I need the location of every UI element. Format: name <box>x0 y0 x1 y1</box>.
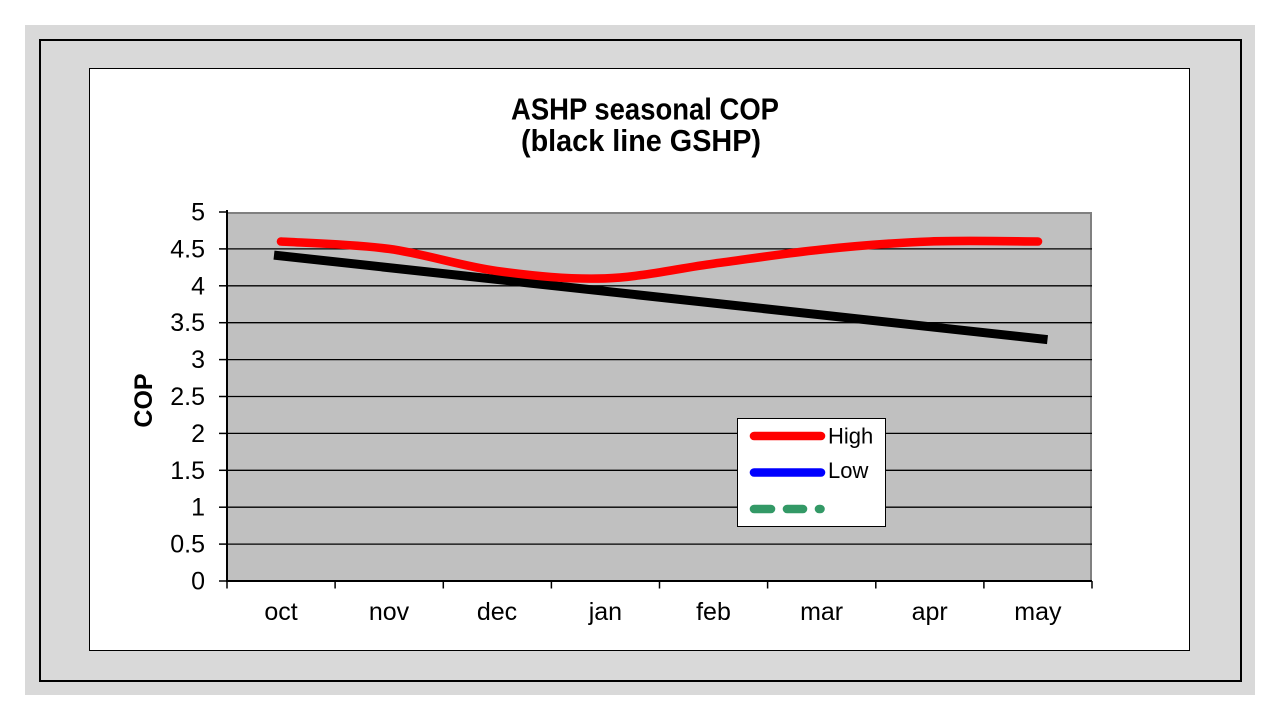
svg-text:feb: feb <box>696 598 731 626</box>
svg-text:3.5: 3.5 <box>170 309 205 337</box>
svg-text:(black line GSHP): (black line GSHP) <box>521 123 761 158</box>
svg-text:5: 5 <box>191 199 205 227</box>
svg-text:3: 3 <box>191 346 205 374</box>
svg-text:High: High <box>828 424 873 449</box>
svg-text:nov: nov <box>369 598 410 626</box>
svg-text:COP: COP <box>130 373 158 427</box>
svg-text:Low: Low <box>828 458 868 483</box>
svg-text:1: 1 <box>191 494 205 522</box>
svg-text:dec: dec <box>477 598 517 626</box>
svg-text:0.5: 0.5 <box>170 531 205 559</box>
svg-text:4: 4 <box>191 272 205 300</box>
svg-text:ASHP seasonal COP: ASHP seasonal COP <box>511 92 779 127</box>
svg-text:2.5: 2.5 <box>170 383 205 411</box>
svg-text:apr: apr <box>912 598 948 626</box>
svg-text:jan: jan <box>588 598 622 626</box>
svg-text:2: 2 <box>191 420 205 448</box>
svg-text:oct: oct <box>264 598 297 626</box>
svg-text:0: 0 <box>191 568 205 596</box>
svg-text:mar: mar <box>800 598 843 626</box>
svg-text:1.5: 1.5 <box>170 457 205 485</box>
svg-text:4.5: 4.5 <box>170 235 205 263</box>
svg-text:may: may <box>1014 598 1062 626</box>
